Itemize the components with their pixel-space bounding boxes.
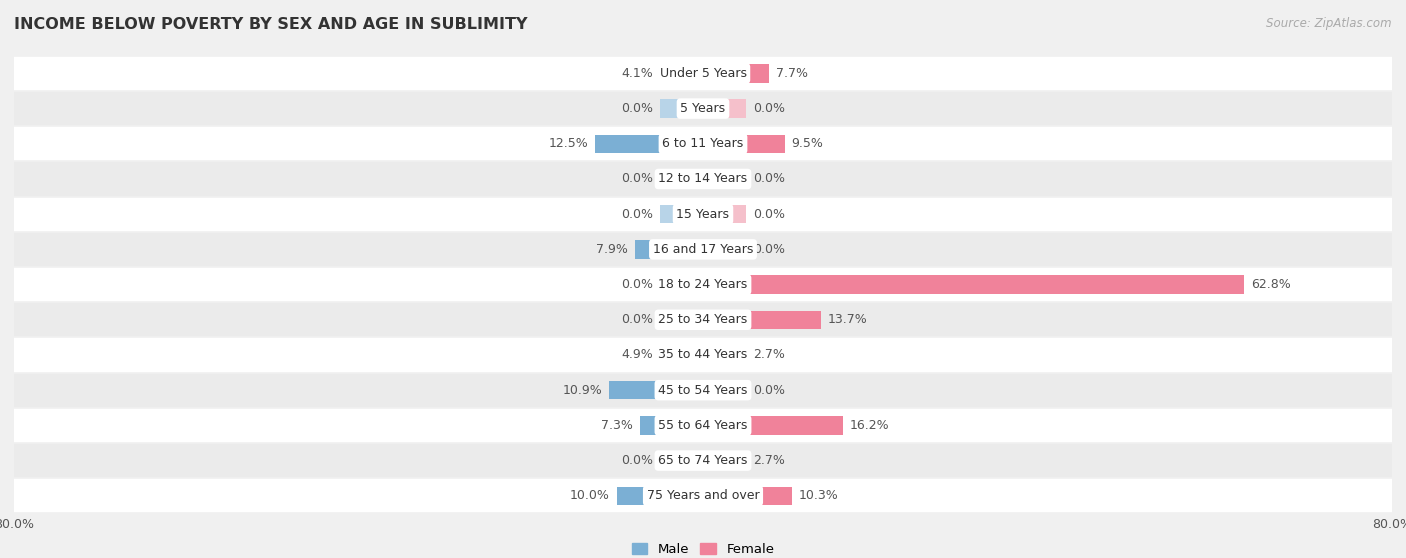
Text: Under 5 Years: Under 5 Years (659, 67, 747, 80)
Text: 0.0%: 0.0% (621, 102, 652, 115)
Text: 10.9%: 10.9% (562, 384, 602, 397)
Text: 0.0%: 0.0% (754, 384, 785, 397)
Text: 2.7%: 2.7% (754, 454, 785, 467)
Text: 4.1%: 4.1% (621, 67, 652, 80)
Text: 0.0%: 0.0% (754, 102, 785, 115)
Bar (14, 373, 1392, 408)
Bar (703, 170, 747, 188)
Bar (14, 478, 1392, 513)
Bar (703, 311, 821, 329)
Text: 12.5%: 12.5% (548, 137, 589, 150)
Text: 0.0%: 0.0% (754, 208, 785, 220)
Bar (595, 134, 703, 153)
Bar (14, 232, 1392, 267)
Text: 75 Years and over: 75 Years and over (647, 489, 759, 502)
Bar (636, 240, 703, 258)
Text: 15 Years: 15 Years (676, 208, 730, 220)
Text: 0.0%: 0.0% (621, 208, 652, 220)
Bar (659, 170, 703, 188)
Text: 16.2%: 16.2% (849, 419, 889, 432)
Bar (14, 302, 1392, 338)
Bar (659, 276, 703, 294)
Bar (703, 240, 747, 258)
Bar (703, 134, 785, 153)
Text: 18 to 24 Years: 18 to 24 Years (658, 278, 748, 291)
Text: 7.7%: 7.7% (776, 67, 808, 80)
Text: 7.9%: 7.9% (596, 243, 628, 256)
Bar (703, 64, 769, 83)
Bar (703, 381, 747, 400)
Text: 65 to 74 Years: 65 to 74 Years (658, 454, 748, 467)
Bar (617, 487, 703, 505)
Bar (659, 99, 703, 118)
Text: 16 and 17 Years: 16 and 17 Years (652, 243, 754, 256)
Text: 62.8%: 62.8% (1251, 278, 1291, 291)
Bar (659, 205, 703, 223)
Bar (14, 338, 1392, 373)
Bar (659, 64, 703, 83)
Bar (703, 99, 747, 118)
Text: 4.9%: 4.9% (621, 349, 652, 362)
Bar (703, 487, 792, 505)
Text: INCOME BELOW POVERTY BY SEX AND AGE IN SUBLIMITY: INCOME BELOW POVERTY BY SEX AND AGE IN S… (14, 17, 527, 32)
Bar (14, 196, 1392, 232)
Text: 0.0%: 0.0% (754, 172, 785, 185)
Text: 10.0%: 10.0% (569, 489, 610, 502)
Bar (703, 205, 747, 223)
Text: 9.5%: 9.5% (792, 137, 824, 150)
Text: 13.7%: 13.7% (828, 313, 868, 326)
Text: 55 to 64 Years: 55 to 64 Years (658, 419, 748, 432)
Bar (14, 126, 1392, 161)
Legend: Male, Female: Male, Female (626, 538, 780, 558)
Text: 7.3%: 7.3% (602, 419, 633, 432)
Bar (14, 91, 1392, 126)
Bar (14, 56, 1392, 91)
Bar (703, 276, 1244, 294)
Text: 5 Years: 5 Years (681, 102, 725, 115)
Bar (14, 443, 1392, 478)
Bar (659, 346, 703, 364)
Text: 2.7%: 2.7% (754, 349, 785, 362)
Text: 35 to 44 Years: 35 to 44 Years (658, 349, 748, 362)
Text: Source: ZipAtlas.com: Source: ZipAtlas.com (1267, 17, 1392, 30)
Bar (703, 416, 842, 435)
Text: 25 to 34 Years: 25 to 34 Years (658, 313, 748, 326)
Bar (659, 451, 703, 470)
Text: 6 to 11 Years: 6 to 11 Years (662, 137, 744, 150)
Text: 0.0%: 0.0% (621, 454, 652, 467)
Text: 0.0%: 0.0% (621, 172, 652, 185)
Bar (659, 311, 703, 329)
Text: 12 to 14 Years: 12 to 14 Years (658, 172, 748, 185)
Bar (703, 346, 747, 364)
Bar (14, 408, 1392, 443)
Bar (609, 381, 703, 400)
Bar (14, 267, 1392, 302)
Text: 45 to 54 Years: 45 to 54 Years (658, 384, 748, 397)
Text: 0.0%: 0.0% (621, 313, 652, 326)
Text: 0.0%: 0.0% (754, 243, 785, 256)
Text: 10.3%: 10.3% (799, 489, 838, 502)
Bar (14, 161, 1392, 196)
Bar (640, 416, 703, 435)
Text: 0.0%: 0.0% (621, 278, 652, 291)
Bar (703, 451, 747, 470)
